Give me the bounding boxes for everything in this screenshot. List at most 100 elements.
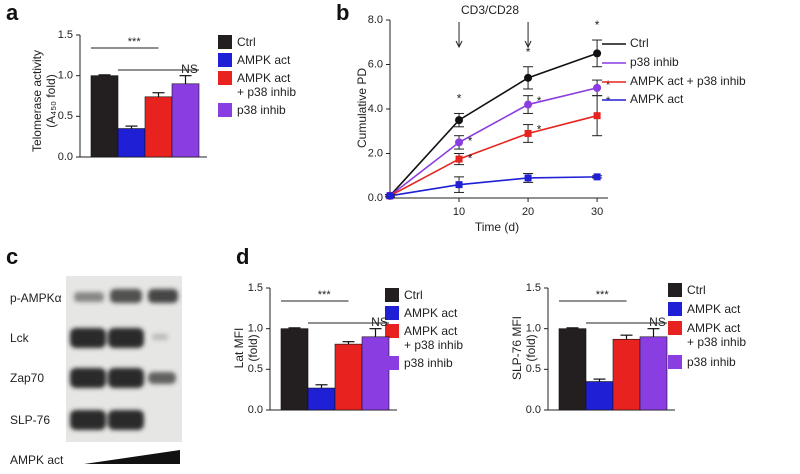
legend-swatch: [668, 283, 682, 297]
legend-swatch: [385, 306, 399, 320]
point: [455, 181, 463, 189]
y-tick-label: 1.0: [58, 70, 73, 82]
bar: [361, 336, 390, 411]
annotation: CD3/CD28: [461, 3, 519, 17]
y-tick-label: 8.0: [368, 14, 383, 26]
point: [593, 173, 601, 181]
y-tick-label: 1.5: [58, 29, 73, 41]
y-tick-label: 0.0: [58, 151, 73, 163]
significance-label: ***: [596, 289, 610, 301]
legend-label: p38 inhib: [687, 355, 736, 369]
point: [593, 112, 601, 120]
blot-image: [66, 276, 182, 464]
x-tick-label: 20: [522, 206, 534, 218]
point: [455, 155, 463, 163]
y-tick-label: 1.5: [526, 282, 541, 294]
legend-label: p38 inhib: [404, 356, 453, 370]
blot-row-label: p-AMPKα: [10, 291, 62, 305]
y-tick-label: 0.5: [526, 363, 541, 375]
point-annotation: *: [537, 123, 542, 137]
bar: [90, 75, 119, 158]
blot-row-label: Zap70: [10, 371, 45, 385]
bar: [558, 328, 587, 411]
bar: [307, 387, 336, 411]
legend-swatch: [218, 71, 232, 85]
y-tick-label: 0.5: [58, 110, 73, 122]
y-tick-label: 0.0: [248, 404, 263, 416]
point: [593, 49, 602, 58]
legend-swatch: [218, 103, 232, 117]
bar: [612, 338, 641, 411]
treatment-wedge: [84, 450, 180, 464]
series-line: [389, 87, 598, 197]
point-annotation: *: [457, 92, 462, 106]
panel-label: d: [236, 244, 250, 269]
legend-label: AMPK act + p38 inhib: [687, 321, 747, 349]
blot-row-label: Lck: [10, 331, 29, 345]
series-line: [389, 176, 598, 197]
legend-swatch: [218, 35, 232, 49]
point: [524, 174, 532, 182]
legend-swatch: [668, 355, 682, 369]
y-tick-label: 0.0: [526, 404, 541, 416]
point: [524, 73, 533, 82]
bar: [144, 96, 173, 158]
legend-label: Ctrl: [237, 35, 256, 49]
y-tick-label: 2.0: [368, 147, 383, 159]
significance-label: NS: [371, 315, 388, 329]
legend-label: AMPK act + p38 inhib: [404, 324, 464, 352]
legend-swatch: [385, 288, 399, 302]
bar: [117, 128, 146, 158]
legend-label: AMPK act: [404, 306, 458, 320]
x-tick-label: 10: [453, 206, 465, 218]
y-tick-label: 1.0: [526, 323, 541, 335]
panel-label: b: [336, 0, 350, 25]
bar: [334, 343, 363, 411]
point: [455, 116, 464, 125]
y-tick-label: 6.0: [368, 58, 383, 70]
bar: [639, 336, 668, 411]
treatment-label: AMPK act: [10, 453, 64, 467]
point-annotation: *: [595, 18, 600, 32]
legend-swatch: [218, 53, 232, 67]
arrow-head: [455, 40, 463, 49]
legend-label: Ctrl: [404, 288, 423, 302]
bar: [280, 328, 309, 411]
point-annotation: *: [537, 94, 542, 108]
legend-label: Ctrl: [630, 36, 649, 50]
legend-label: AMPK act: [630, 92, 684, 106]
point-annotation: *: [606, 94, 611, 108]
point: [455, 138, 464, 147]
significance-label: ***: [318, 289, 332, 301]
legend-swatch: [385, 356, 399, 370]
point-annotation: *: [526, 45, 531, 59]
point: [593, 83, 602, 92]
y-tick-label: 1.5: [248, 282, 263, 294]
legend-swatch: [385, 324, 399, 338]
point: [524, 100, 533, 109]
y-axis-label: Lat MFI (fold): [232, 327, 260, 369]
y-tick-label: 0.5: [248, 363, 263, 375]
panel-label: a: [6, 0, 19, 25]
y-axis-label: Cumulative PD: [355, 67, 369, 149]
legend-label: p38 inhib: [630, 55, 679, 69]
point-annotation: *: [468, 152, 473, 166]
bar: [585, 381, 614, 411]
x-tick-label: 30: [591, 206, 603, 218]
point-annotation: *: [606, 78, 611, 92]
y-axis-label: Telomerase activity (A₄₅₀ fold): [30, 49, 58, 153]
y-tick-label: 4.0: [368, 103, 383, 115]
x-axis-label: Time (d): [475, 220, 519, 234]
point: [524, 129, 532, 137]
legend-label: p38 inhib: [237, 103, 286, 117]
legend-swatch: [668, 321, 682, 335]
point: [386, 192, 394, 200]
point-annotation: *: [468, 134, 473, 148]
legend-label: AMPK act: [687, 302, 741, 316]
series-line: [389, 114, 598, 197]
blot-row-label: SLP-76: [10, 413, 51, 427]
legend-label: AMPK act + p38 inhib: [237, 71, 297, 99]
y-tick-label: 0.0: [368, 192, 383, 204]
